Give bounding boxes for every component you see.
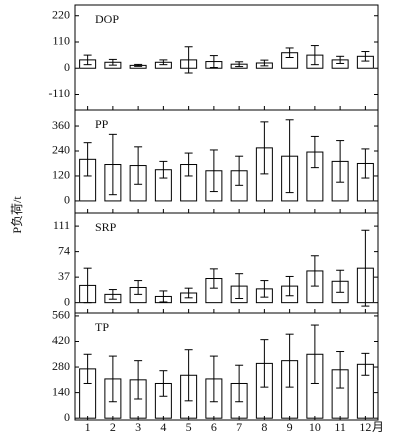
x-tick-label: 10 [309,420,321,434]
y-tick-label: 37 [58,269,70,283]
error-bar [184,152,193,177]
error-bar [260,121,269,175]
error-bar [83,142,92,177]
x-tick-label: 11 [334,420,346,434]
x-tick-label: 4 [160,420,166,434]
error-bar [235,364,244,403]
y-tick-label: 0 [64,294,70,308]
x-tick-label: 3 [135,420,141,434]
error-bar [285,119,294,194]
error-bar [285,333,294,388]
error-bar [260,339,269,388]
y-tick-label: 74 [58,243,70,257]
x-tick-label: 12 [359,420,371,434]
error-bar [83,54,92,66]
x-axis-label: 月 [372,420,384,434]
y-tick-label: 360 [52,118,70,132]
error-bar [310,135,319,169]
error-bar [285,275,294,297]
error-bar [235,155,244,186]
error-bar [336,351,345,389]
error-bar [209,55,218,69]
x-tick-label: 9 [287,420,293,434]
error-bar [108,133,117,196]
error-bar [336,55,345,64]
x-tick-label: 6 [211,420,217,434]
panel-title: DOP [95,12,119,26]
error-bar [184,349,193,402]
error-bar [108,58,117,66]
error-bar [209,355,218,403]
error-bar [184,46,193,74]
error-bar [159,59,168,66]
x-tick-label: 1 [85,420,91,434]
y-tick-label: 280 [52,359,70,373]
error-bar [361,148,370,179]
y-tick-label: 240 [52,143,70,157]
y-tick-label: 560 [52,308,70,322]
error-bar [235,273,244,300]
error-bar [336,140,345,183]
error-bar [134,360,143,400]
y-tick-label: 0 [64,193,70,207]
x-tick-label: 8 [261,420,267,434]
error-bar [310,255,319,287]
error-bar [134,146,143,185]
y-tick-label: 120 [52,168,70,182]
y-tick-label: 420 [52,333,70,347]
panel-title: TP [95,320,109,334]
y-tick-label: 110 [52,34,70,48]
panel-frame [74,312,379,421]
error-bar [83,353,92,384]
panel-title: SRP [95,220,117,234]
y-tick-label: 220 [52,7,70,21]
error-bar [134,63,143,67]
error-bar [336,269,345,293]
error-bar [159,290,168,303]
error-bar [209,268,218,289]
y-tick-label: -110 [48,86,70,100]
y-tick-label: 0 [64,60,70,74]
error-bar [361,352,370,376]
error-bar [108,355,117,403]
error-bar [310,45,319,66]
error-bar [83,267,92,304]
x-tick-label: 5 [186,420,192,434]
panel-title: PP [95,117,109,131]
error-bar [209,149,218,193]
error-bar [260,59,269,67]
error-bar [159,370,168,397]
error-bar [285,47,294,58]
error-bar [184,287,193,299]
error-bar [310,324,319,384]
error-bar [159,160,168,179]
error-bar [108,289,117,300]
y-axis-label: P负荷/t [10,196,24,234]
x-tick-label: 2 [110,420,116,434]
error-bar [361,51,370,62]
y-tick-label: 111 [53,218,70,232]
x-tick-label: 7 [236,420,242,434]
y-tick-label: 140 [52,384,70,398]
y-tick-label: 0 [64,410,70,424]
error-bar [134,280,143,295]
error-bar [361,229,370,307]
error-bar [235,61,244,68]
error-bar [260,280,269,298]
panel-frame [74,4,379,111]
